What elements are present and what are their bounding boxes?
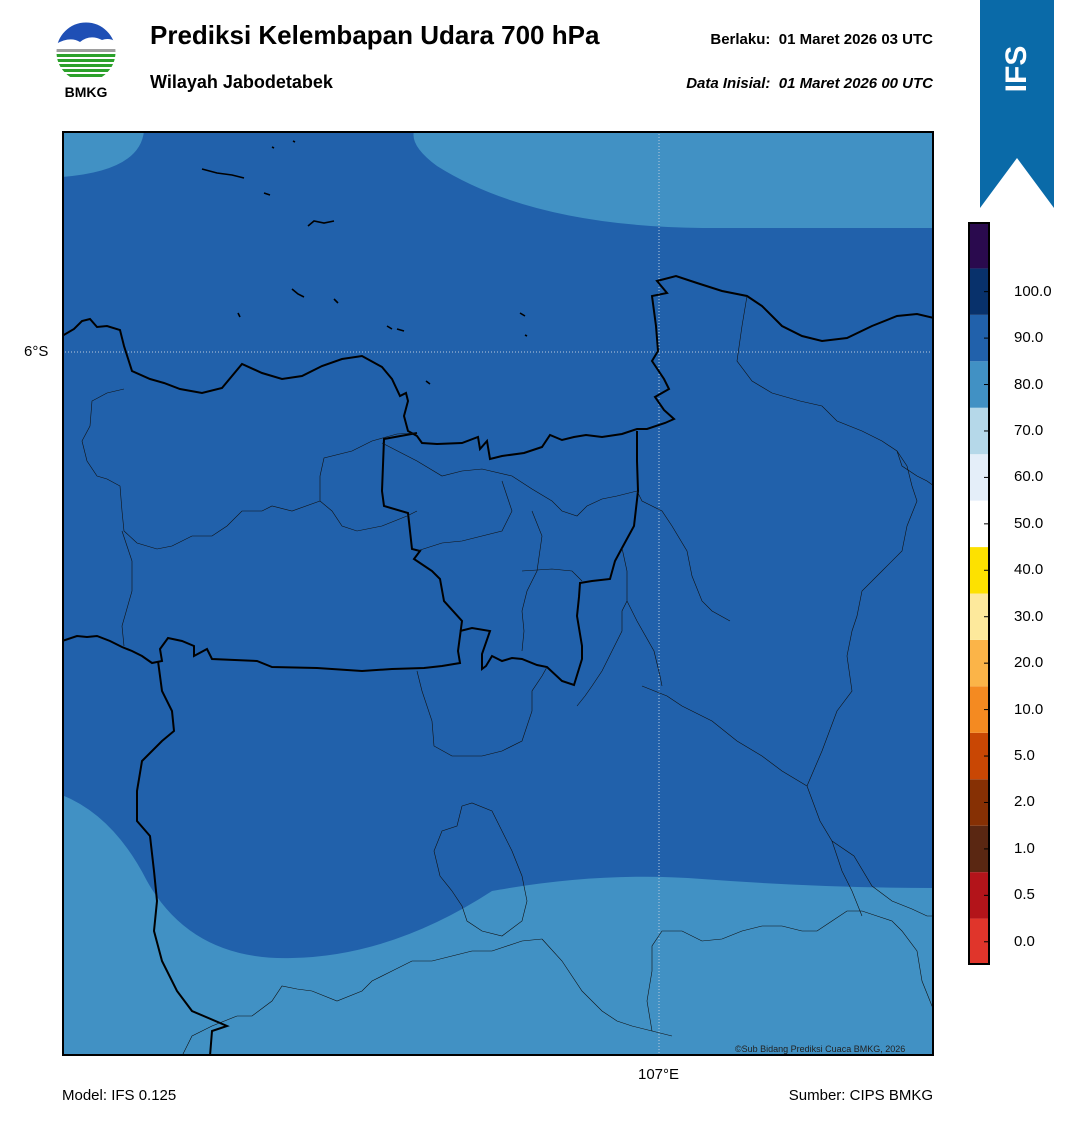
colorbar-label: 100.0 <box>1014 282 1052 300</box>
colorbar-label: 0.0 <box>1014 932 1035 950</box>
copyright-credit: ©Sub Bidang Prediksi Cuaca BMKG, 2026 <box>735 1044 906 1054</box>
province-boundary-south <box>136 660 230 1056</box>
colorbar-border <box>968 222 990 965</box>
model-label: Model: IFS 0.125 <box>62 1087 177 1104</box>
humidity-zone-light-bottom <box>62 795 934 1056</box>
colorbar-swatch <box>968 500 990 548</box>
colorbar-swatch <box>968 361 990 408</box>
colorbar-label: 80.0 <box>1014 375 1044 393</box>
logo-text: BMKG <box>64 84 108 100</box>
bmkg-logo <box>55 21 117 83</box>
colorbar-label: 40.0 <box>1014 561 1044 579</box>
colorbar-label: 2.0 <box>1014 793 1035 811</box>
colorbar-label: 60.0 <box>1014 468 1044 486</box>
ribbon-label: IFS <box>1000 45 1033 93</box>
colorbar-swatch <box>968 454 990 501</box>
colorbar-label: 10.0 <box>1014 700 1044 718</box>
latitude-label: 6°S <box>24 343 49 360</box>
longitude-label: 107°E <box>638 1066 680 1083</box>
colorbar-swatch <box>968 732 990 780</box>
humidity-map <box>62 131 934 1056</box>
province-boundary-east <box>459 431 640 687</box>
colorbar-swatch <box>968 407 990 455</box>
colorbar-label: 30.0 <box>1014 607 1044 625</box>
source-label: Sumber: CIPS BMKG <box>788 1087 933 1104</box>
valid-time: Berlaku: 01 Maret 2026 03 UTC <box>710 31 933 48</box>
colorbar-swatch <box>968 222 990 269</box>
colorbar-label: 5.0 <box>1014 747 1035 765</box>
colorbar-label: 50.0 <box>1014 514 1044 532</box>
initial-time: Data Inisial: 01 Maret 2026 00 UTC <box>686 75 933 92</box>
colorbar-swatch <box>968 918 990 965</box>
ifs-ribbon <box>980 0 1054 208</box>
humidity-zone-light-top-left <box>62 131 144 177</box>
colorbar-label: 1.0 <box>1014 839 1035 857</box>
colorbar-label: 0.5 <box>1014 886 1035 904</box>
colorbar-swatch <box>968 825 990 873</box>
humidity-colorbar <box>968 222 990 965</box>
colorbar-swatch <box>968 779 990 826</box>
province-boundary-west <box>62 432 464 673</box>
colorbar-swatch <box>968 547 990 594</box>
colorbar-swatch <box>968 872 990 919</box>
map-subtitle: Wilayah Jabodetabek <box>150 72 333 92</box>
north-coastline <box>62 274 934 461</box>
init-label: Data Inisial: <box>686 75 771 92</box>
colorbar-swatch <box>968 268 990 315</box>
valid-label: Berlaku: <box>710 31 771 48</box>
humidity-zone-light-top-right <box>413 131 934 228</box>
colorbar-swatch <box>968 593 990 640</box>
init-value: 01 Maret 2026 00 UTC <box>778 75 933 92</box>
colorbar-swatch <box>968 314 990 362</box>
colorbar-label: 90.0 <box>1014 329 1044 347</box>
colorbar-label: 70.0 <box>1014 421 1044 439</box>
valid-value: 01 Maret 2026 03 UTC <box>778 31 933 48</box>
colorbar-label: 20.0 <box>1014 654 1044 672</box>
colorbar-swatch <box>968 639 990 687</box>
colorbar-swatch <box>968 686 990 733</box>
map-title: Prediksi Kelembapan Udara 700 hPa <box>150 20 600 50</box>
